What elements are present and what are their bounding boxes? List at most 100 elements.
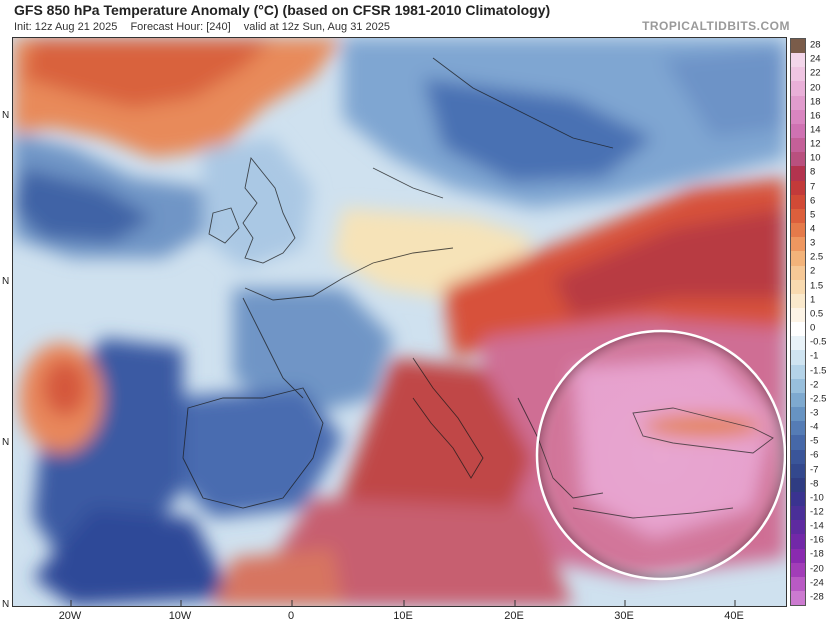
- colorbar-label: 28: [810, 39, 821, 51]
- colorbar-label: 3: [810, 237, 816, 249]
- colorbar-label: -5: [810, 435, 819, 447]
- lat-label: N: [2, 599, 10, 610]
- lat-label: N: [2, 276, 10, 287]
- colorbar-label: -24: [810, 577, 824, 589]
- colorbar-label: 1: [810, 294, 816, 306]
- source-brand: TROPICALTIDBITS.COM: [642, 19, 790, 33]
- colorbar-segment: [791, 492, 805, 507]
- colorbar-segment: [791, 95, 805, 110]
- colorbar-segment: [791, 350, 805, 365]
- colorbar-label: 0.5: [810, 308, 824, 320]
- colorbar-segment: [791, 109, 805, 124]
- colorbar-segment: [791, 421, 805, 436]
- lon-label: 10W: [168, 610, 192, 622]
- colorbar-segment: [791, 53, 805, 68]
- colorbar-segment: [791, 208, 805, 224]
- colorbar-segment: [791, 152, 805, 167]
- colorbar-segment: [791, 39, 805, 54]
- colorbar-segment: [791, 166, 805, 181]
- colorbar-label: -12: [810, 506, 824, 518]
- lon-label: 30E: [614, 610, 634, 622]
- colorbar-segment: [791, 67, 805, 82]
- lon-label: 40E: [724, 610, 744, 622]
- colorbar-label: 0: [810, 322, 816, 334]
- colorbar-segment: [791, 576, 805, 592]
- colorbar-label: -2.5: [810, 393, 827, 405]
- colorbar-label: -20: [810, 563, 824, 575]
- colorbar-label: -14: [810, 520, 824, 532]
- anomaly-map-canvas: [13, 38, 786, 606]
- colorbar-segment: [791, 449, 805, 464]
- colorbar-label: -28: [810, 591, 824, 603]
- highlight-circle: [535, 329, 786, 581]
- lon-label: 10E: [393, 610, 413, 622]
- colorbar-label: -16: [810, 534, 824, 546]
- colorbar: [790, 38, 806, 606]
- colorbar-segment: [791, 548, 805, 563]
- colorbar-label: 24: [810, 53, 821, 65]
- colorbar-segment: [791, 520, 805, 535]
- colorbar-label: 7: [810, 181, 816, 193]
- colorbar-segment: [791, 223, 805, 238]
- colorbar-segment: [791, 562, 805, 577]
- colorbar-label: 16: [810, 110, 821, 122]
- colorbar-segment: [791, 477, 805, 492]
- anomaly-map: [12, 37, 787, 607]
- colorbar-segment: [791, 279, 805, 294]
- lon-label: 20W: [58, 610, 82, 622]
- colorbar-label: 2: [810, 265, 816, 277]
- colorbar-segment: [791, 81, 805, 96]
- colorbar-segment: [791, 364, 805, 379]
- colorbar-segment: [791, 138, 805, 153]
- colorbar-label: -3: [810, 407, 819, 419]
- lat-label: N: [2, 110, 10, 121]
- valid-time: valid at 12z Sun, Aug 31 2025: [243, 21, 390, 33]
- colorbar-label: -10: [810, 492, 824, 504]
- lon-label: 0: [287, 610, 295, 622]
- colorbar-label: 10: [810, 152, 821, 164]
- colorbar-label: 20: [810, 82, 821, 94]
- colorbar-label: -0.5: [810, 336, 827, 348]
- colorbar-segment: [791, 123, 805, 139]
- colorbar-segment: [791, 392, 805, 408]
- colorbar-label: -2: [810, 379, 819, 391]
- colorbar-segment: [791, 463, 805, 478]
- colorbar-label: -6: [810, 449, 819, 461]
- lon-ticks: [70, 600, 736, 606]
- colorbar-segment: [791, 506, 805, 521]
- colorbar-segment: [791, 307, 805, 323]
- colorbar-label: 22: [810, 67, 821, 79]
- colorbar-segment: [791, 293, 805, 308]
- colorbar-label: -1: [810, 350, 819, 362]
- colorbar-label: 1.5: [810, 280, 824, 292]
- colorbar-label: 2.5: [810, 251, 824, 263]
- init-time: Init: 12z Aug 21 2025: [14, 21, 118, 33]
- colorbar-label: -7: [810, 464, 819, 476]
- colorbar-segment: [791, 336, 805, 351]
- colorbar-label: -4: [810, 421, 819, 433]
- colorbar-segment: [791, 322, 805, 337]
- forecast-hour: Forecast Hour: [240]: [130, 21, 231, 33]
- colorbar-label: -8: [810, 478, 819, 490]
- colorbar-label: 5: [810, 209, 816, 221]
- colorbar-label: 4: [810, 223, 816, 235]
- colorbar-label: 12: [810, 138, 821, 150]
- colorbar-segment: [791, 251, 805, 266]
- lat-label: N: [2, 437, 10, 448]
- colorbar-label: 8: [810, 166, 816, 178]
- colorbar-label: 18: [810, 96, 821, 108]
- colorbar-label: 14: [810, 124, 821, 136]
- colorbar-segment: [791, 378, 805, 393]
- colorbar-label: -1.5: [810, 365, 827, 377]
- colorbar-segment: [791, 180, 805, 195]
- colorbar-segment: [791, 534, 805, 549]
- colorbar-segment: [791, 435, 805, 450]
- colorbar-segment: [791, 407, 805, 422]
- colorbar-label: -18: [810, 548, 824, 560]
- lon-label: 20E: [504, 610, 524, 622]
- colorbar-label: 6: [810, 195, 816, 207]
- map-subtitle: Init: 12z Aug 21 2025 Forecast Hour: [24…: [14, 21, 400, 33]
- colorbar-segment: [791, 194, 805, 209]
- colorbar-segment: [791, 265, 805, 280]
- map-title: GFS 850 hPa Temperature Anomaly (°C) (ba…: [14, 2, 551, 18]
